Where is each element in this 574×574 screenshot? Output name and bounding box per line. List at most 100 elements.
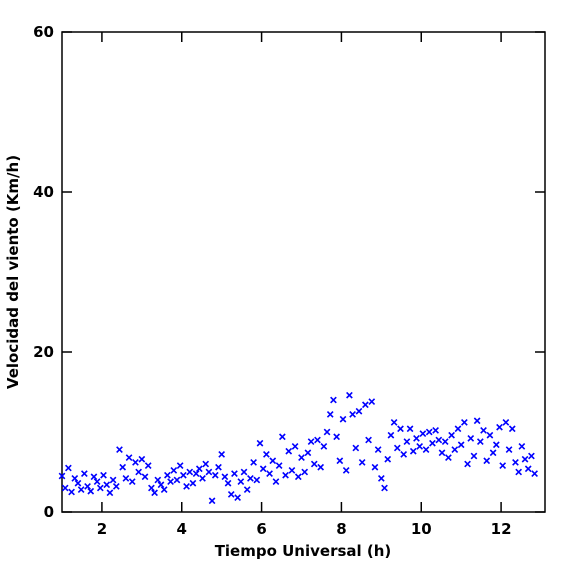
point <box>336 457 344 465</box>
point <box>87 487 95 495</box>
point <box>422 446 430 453</box>
point <box>454 425 462 433</box>
point <box>282 471 289 479</box>
point <box>291 443 299 450</box>
x-tick-label: 10 <box>411 520 432 538</box>
point <box>132 459 139 466</box>
point <box>157 481 165 489</box>
x-tick-label: 4 <box>177 520 187 538</box>
point <box>250 459 257 466</box>
point <box>278 433 286 441</box>
point <box>237 478 245 485</box>
y-tick-label: 60 <box>33 23 54 41</box>
point <box>448 431 455 439</box>
point <box>116 446 123 453</box>
point <box>435 436 443 444</box>
point <box>505 446 513 453</box>
point <box>496 423 503 431</box>
point <box>224 479 232 487</box>
point <box>151 489 158 497</box>
point <box>515 468 523 476</box>
x-tick-label: 2 <box>97 520 107 538</box>
point <box>406 425 414 433</box>
point <box>135 468 143 476</box>
point <box>221 473 229 481</box>
point <box>429 439 436 447</box>
point <box>512 459 519 466</box>
point <box>71 475 79 482</box>
point <box>333 433 340 441</box>
point <box>342 467 350 474</box>
point <box>144 462 152 469</box>
point <box>438 449 446 457</box>
point <box>141 473 149 481</box>
point <box>419 430 427 437</box>
point <box>259 465 267 473</box>
point <box>339 415 347 423</box>
point <box>231 470 238 477</box>
point <box>416 443 424 450</box>
point <box>346 391 353 399</box>
point <box>330 396 337 404</box>
point <box>84 483 91 490</box>
point <box>189 479 197 487</box>
point <box>294 473 302 481</box>
point <box>215 463 222 471</box>
point <box>160 486 168 493</box>
point <box>531 470 538 477</box>
point <box>96 484 104 492</box>
point <box>508 425 516 433</box>
point <box>119 463 127 471</box>
point <box>441 438 449 445</box>
point <box>125 454 133 461</box>
point <box>492 441 500 449</box>
point <box>521 455 529 463</box>
point <box>476 438 484 445</box>
point <box>218 451 226 458</box>
point <box>461 419 468 426</box>
point <box>355 407 363 415</box>
point <box>90 473 98 481</box>
point <box>393 444 401 452</box>
point <box>304 449 312 457</box>
point <box>403 438 411 445</box>
point <box>371 463 379 471</box>
point <box>247 475 254 482</box>
point <box>374 446 382 453</box>
point <box>253 476 261 484</box>
point <box>272 478 280 485</box>
point <box>243 486 251 493</box>
point <box>387 431 395 439</box>
x-tick-label: 8 <box>336 520 346 538</box>
point <box>148 484 155 492</box>
point <box>518 443 526 450</box>
point <box>128 478 136 485</box>
point <box>77 486 85 493</box>
point <box>227 491 235 498</box>
y-tick-label: 40 <box>33 183 54 201</box>
plot-frame <box>61 31 546 513</box>
point <box>68 488 75 496</box>
point <box>167 478 174 485</box>
point <box>390 419 398 426</box>
point <box>106 489 114 497</box>
point <box>202 460 210 468</box>
point <box>122 475 130 482</box>
x-tick-label: 6 <box>256 520 266 538</box>
point <box>288 467 296 474</box>
point <box>307 438 315 445</box>
point <box>205 468 213 476</box>
point <box>179 471 187 479</box>
point <box>473 417 481 425</box>
point <box>256 439 264 447</box>
point <box>61 484 69 492</box>
point <box>275 462 283 469</box>
point <box>154 476 162 484</box>
point <box>320 443 328 450</box>
point <box>240 468 248 476</box>
point <box>74 479 82 487</box>
point <box>183 483 190 490</box>
point <box>138 455 146 463</box>
point <box>480 427 487 434</box>
